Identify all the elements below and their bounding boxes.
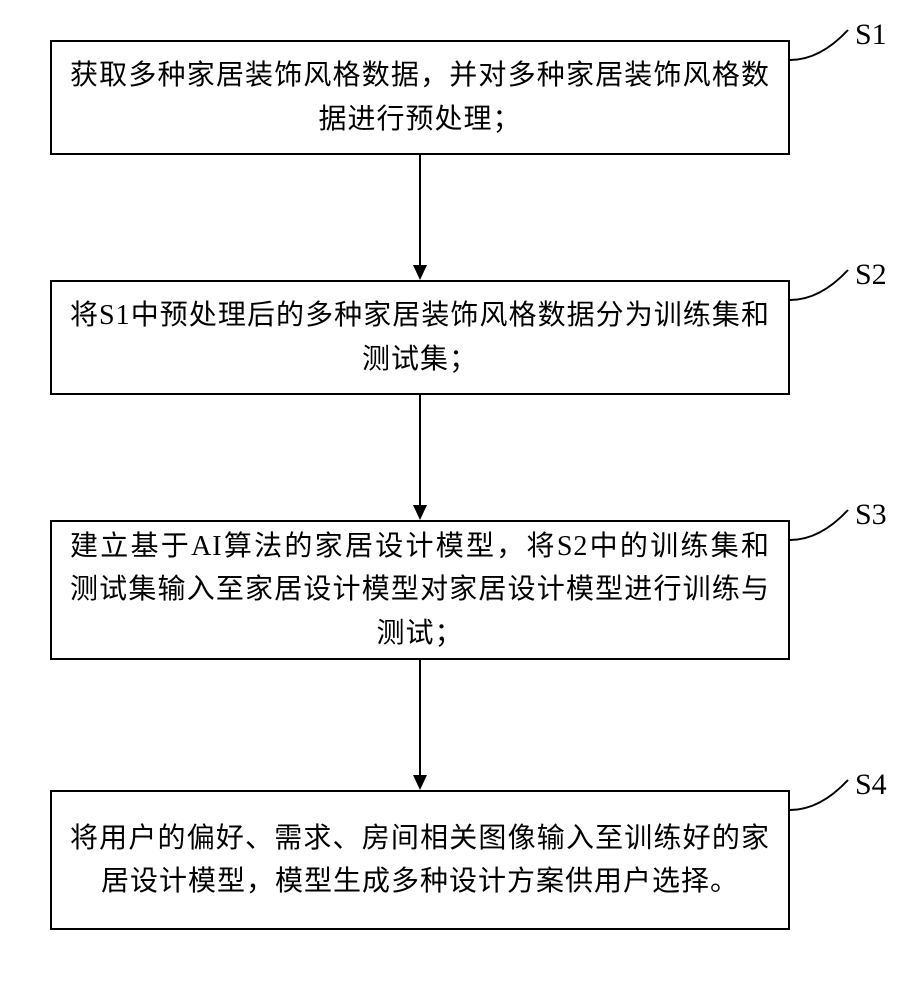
step-box-s2: 将S1中预处理后的多种家居装饰风格数据分为训练集和测试集； <box>50 280 790 395</box>
step-label-s4: S4 <box>855 768 887 802</box>
step-box-s1: 获取多种家居装饰风格数据，并对多种家居装饰风格数据进行预处理； <box>50 40 790 155</box>
flowchart-container: 获取多种家居装饰风格数据，并对多种家居装饰风格数据进行预处理； S1 将S1中预… <box>0 0 917 1000</box>
step-text-s4: 将用户的偏好、需求、房间相关图像输入至训练好的家居设计模型，模型生成多种设计方案… <box>70 817 770 904</box>
step-text-s2: 将S1中预处理后的多种家居装饰风格数据分为训练集和测试集； <box>70 294 770 381</box>
step-text-s1: 获取多种家居装饰风格数据，并对多种家居装饰风格数据进行预处理； <box>70 54 770 141</box>
step-box-s4: 将用户的偏好、需求、房间相关图像输入至训练好的家居设计模型，模型生成多种设计方案… <box>50 790 790 930</box>
step-label-s3: S3 <box>855 498 887 532</box>
step-box-s3: 建立基于AI算法的家居设计模型，将S2中的训练集和测试集输入至家居设计模型对家居… <box>50 520 790 660</box>
arrow-s2-s3 <box>410 395 430 520</box>
step-label-s2: S2 <box>855 258 887 292</box>
arrow-s1-s2 <box>410 155 430 280</box>
step-label-s1: S1 <box>855 18 887 52</box>
step-text-s3: 建立基于AI算法的家居设计模型，将S2中的训练集和测试集输入至家居设计模型对家居… <box>70 525 770 655</box>
arrow-s3-s4 <box>410 660 430 790</box>
